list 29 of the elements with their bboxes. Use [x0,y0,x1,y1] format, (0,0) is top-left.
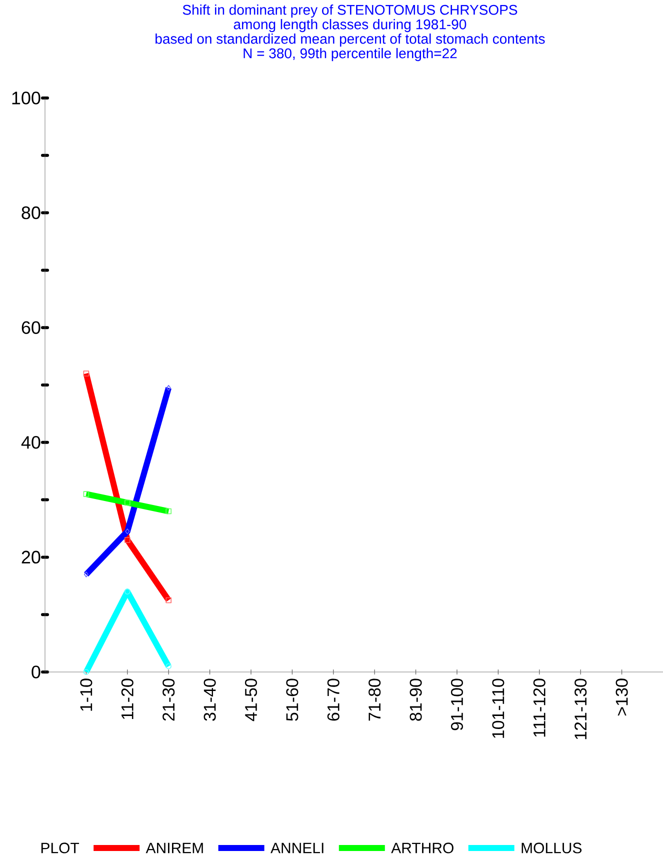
x-tick-label: 81-90 [410,678,422,721]
x-tick-label: 51-60 [286,678,298,721]
legend-label: ARTHRO [391,842,454,854]
x-tick-label: 41-50 [244,678,258,722]
text: based on standardized mean percent of total stomach contents [156,34,545,47]
y-tick-label: 60 [22,321,40,334]
x-tick-label: 71-80 [368,678,381,721]
legend-title: PLOT [41,842,80,854]
x-tick-label: 11-20 [121,678,134,719]
text: N = 380, 99th percentile length=22 [244,48,457,62]
y-tick-label: 100 [12,92,40,104]
chart-subtitle: among length classes during 1981-90 [234,19,466,32]
y-tick-label: 80 [22,206,40,220]
x-tick-label: 91-100 [450,678,464,730]
x-tick-label: 1-10 [80,678,92,711]
x-tick-label: 101-110 [492,678,504,738]
x-tick-label: 31-40 [204,678,216,721]
x-tick-label: 61-70 [327,678,340,721]
y-tick-label: 0 [32,666,40,678]
y-tick-label: 40 [21,436,40,449]
x-tick-label: 121-130 [574,678,587,740]
legend-label: MOLLUS [522,842,582,854]
x-tick-label: 21-30 [162,678,175,721]
x-tick-label: >130 [616,678,628,716]
chart-title: Shift in dominant prey of STENOTOMUS CHRYSOPS [182,4,518,18]
x-tick-label: 111-120 [533,678,546,737]
legend-label: ANIREM [146,842,203,854]
legend-label: ANNELI [270,842,324,854]
y-tick-label: 20 [22,550,40,564]
